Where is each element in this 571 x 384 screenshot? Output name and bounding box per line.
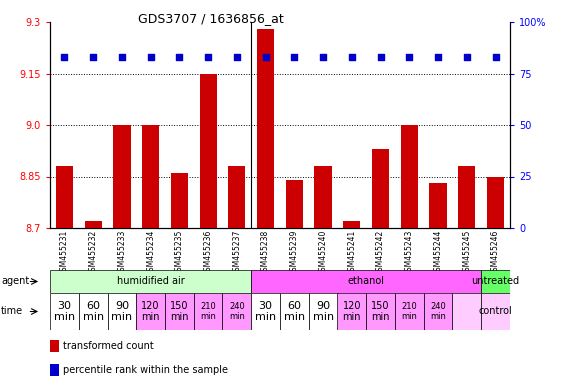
Bar bbox=[85, 221, 102, 228]
Point bbox=[175, 54, 184, 60]
Bar bbox=[337, 293, 366, 330]
Bar bbox=[395, 293, 424, 330]
Bar bbox=[50, 340, 59, 353]
Text: 60
min: 60 min bbox=[83, 301, 104, 322]
Point bbox=[232, 54, 242, 60]
Text: 30
min: 30 min bbox=[54, 301, 75, 322]
Text: 90
min: 90 min bbox=[312, 301, 333, 322]
Bar bbox=[372, 149, 389, 228]
Point bbox=[376, 54, 385, 60]
Text: 120
min: 120 min bbox=[142, 301, 160, 322]
Bar bbox=[459, 166, 476, 228]
Bar bbox=[223, 293, 251, 330]
Bar bbox=[194, 293, 223, 330]
Text: 150
min: 150 min bbox=[170, 301, 188, 322]
Bar bbox=[171, 173, 188, 228]
Point bbox=[463, 54, 472, 60]
Bar bbox=[424, 293, 452, 330]
Text: 60
min: 60 min bbox=[284, 301, 305, 322]
Bar bbox=[50, 270, 251, 293]
Point bbox=[261, 54, 270, 60]
Point bbox=[60, 54, 69, 60]
Bar bbox=[401, 125, 418, 228]
Bar bbox=[257, 29, 274, 228]
Point bbox=[433, 54, 443, 60]
Text: 210
min: 210 min bbox=[200, 302, 216, 321]
Point bbox=[405, 54, 414, 60]
Bar bbox=[251, 270, 481, 293]
Text: ethanol: ethanol bbox=[348, 276, 385, 286]
Bar bbox=[56, 166, 73, 228]
Bar bbox=[481, 293, 510, 330]
Text: 240
min: 240 min bbox=[229, 302, 245, 321]
Text: transformed count: transformed count bbox=[63, 341, 154, 351]
Bar bbox=[429, 184, 447, 228]
Bar bbox=[315, 166, 332, 228]
Bar bbox=[343, 221, 360, 228]
Bar bbox=[452, 293, 481, 330]
Bar bbox=[309, 293, 337, 330]
Text: 120
min: 120 min bbox=[343, 301, 361, 322]
Point bbox=[319, 54, 328, 60]
Bar bbox=[280, 293, 309, 330]
Text: 150
min: 150 min bbox=[371, 301, 390, 322]
Bar bbox=[50, 364, 59, 376]
Point bbox=[146, 54, 155, 60]
Text: 240
min: 240 min bbox=[430, 302, 446, 321]
Text: GDS3707 / 1636856_at: GDS3707 / 1636856_at bbox=[138, 12, 284, 25]
Bar bbox=[366, 293, 395, 330]
Text: 30
min: 30 min bbox=[255, 301, 276, 322]
Point bbox=[203, 54, 212, 60]
Text: control: control bbox=[478, 306, 513, 316]
Text: 90
min: 90 min bbox=[111, 301, 132, 322]
Bar bbox=[487, 177, 504, 228]
Point bbox=[117, 54, 126, 60]
Point bbox=[89, 54, 98, 60]
Bar bbox=[286, 180, 303, 228]
Text: percentile rank within the sample: percentile rank within the sample bbox=[63, 365, 228, 375]
Text: 210
min: 210 min bbox=[401, 302, 417, 321]
Point bbox=[491, 54, 500, 60]
Bar bbox=[481, 270, 510, 293]
Point bbox=[347, 54, 356, 60]
Bar bbox=[79, 293, 107, 330]
Bar bbox=[107, 293, 136, 330]
Bar bbox=[165, 293, 194, 330]
Bar bbox=[136, 293, 165, 330]
Text: time: time bbox=[1, 306, 23, 316]
Bar bbox=[50, 293, 79, 330]
Bar bbox=[251, 293, 280, 330]
Text: agent: agent bbox=[1, 276, 29, 286]
Bar bbox=[142, 125, 159, 228]
Bar bbox=[113, 125, 131, 228]
Bar bbox=[199, 73, 217, 228]
Point bbox=[290, 54, 299, 60]
Bar bbox=[228, 166, 246, 228]
Text: untreated: untreated bbox=[472, 276, 520, 286]
Text: humidified air: humidified air bbox=[116, 276, 184, 286]
